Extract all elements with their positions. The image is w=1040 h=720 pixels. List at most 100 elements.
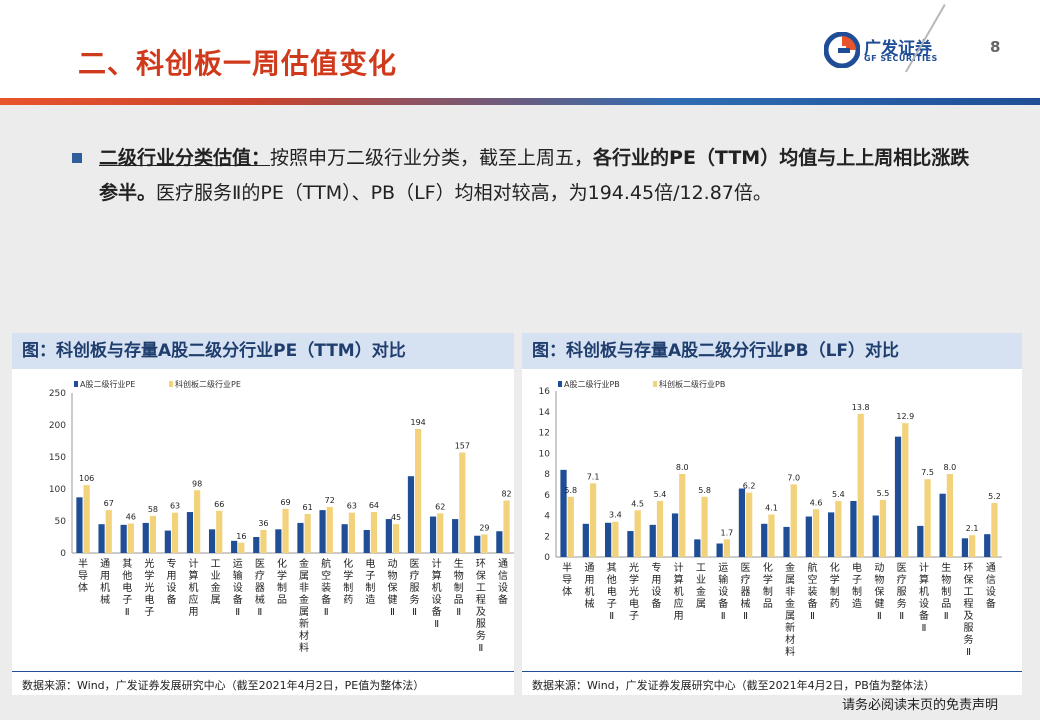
bar-s1-3 [634, 510, 641, 557]
bar-s1-13 [857, 413, 864, 557]
bar-s0-9 [275, 529, 282, 553]
x-tick-label-3: 光学光电子 [144, 557, 154, 618]
data-label-13: 64 [369, 501, 379, 510]
summary-lead: 二级行业分类估值： [99, 147, 271, 169]
data-label-11: 4.6 [810, 498, 823, 507]
x-tick-label-12: 化学制药 [830, 561, 840, 610]
y-tick-label-6: 12 [539, 429, 550, 439]
bar-s1-6 [701, 496, 708, 557]
y-tick-label-5: 250 [49, 389, 66, 399]
data-label-9: 69 [280, 498, 290, 507]
bar-s1-5 [679, 474, 686, 557]
bar-s1-12 [348, 512, 355, 553]
pe-chart-title: 图：科创板与存量A股二级分行业PE（TTM）对比 [12, 333, 514, 369]
x-tick-label-5: 计算机应用 [189, 557, 199, 618]
data-label-12: 63 [347, 502, 357, 511]
data-label-4: 5.4 [654, 490, 667, 499]
x-tick-label-16: 计算机设备 Ⅱ [919, 561, 929, 634]
data-label-8: 6.2 [743, 482, 756, 491]
bar-s1-19 [991, 503, 998, 557]
data-label-17: 8.0 [944, 463, 957, 472]
x-tick-label-8: 医疗器械 Ⅱ [741, 562, 751, 622]
x-tick-label-7: 运输设备 Ⅱ [233, 558, 243, 618]
data-label-15: 12.9 [896, 412, 914, 421]
data-label-16: 62 [435, 502, 445, 511]
data-label-15: 194 [411, 418, 426, 427]
bar-s0-11 [319, 510, 326, 553]
x-tick-label-15: 医疗服务 Ⅱ [897, 562, 907, 622]
bar-s0-13 [363, 529, 370, 553]
data-label-1: 7.1 [587, 472, 600, 481]
bar-s0-8 [738, 488, 746, 557]
x-tick-label-3: 光学光电子 [629, 561, 639, 622]
bar-s1-12 [835, 500, 842, 557]
x-tick-label-1: 通用机械 [584, 562, 594, 610]
data-label-5: 8.0 [676, 463, 689, 472]
pb-chart-panel: 图：科创板与存量A股二级分行业PB（LF）对比 A股二级行业PB 科创板二级行业P… [522, 333, 1022, 695]
x-tick-label-14: 动物保健 Ⅱ [874, 562, 884, 622]
bar-s1-7 [723, 539, 730, 557]
bar-s1-9 [768, 514, 775, 557]
y-tick-label-3: 6 [544, 491, 550, 501]
x-tick-label-13: 电子制造 [365, 557, 375, 606]
bar-s0-18 [961, 538, 969, 557]
bar-s0-0 [76, 497, 83, 553]
x-tick-label-13: 电子制造 [852, 561, 862, 610]
bar-s0-7 [231, 540, 238, 553]
bar-s1-1 [589, 483, 597, 557]
bar-s1-8 [260, 529, 267, 553]
bar-s1-18 [969, 535, 976, 557]
x-tick-label-0: 半导体 [78, 557, 88, 594]
x-tick-label-10: 金属非金属新材料 [299, 557, 309, 654]
bar-s0-14 [872, 515, 879, 557]
x-tick-label-0: 半导体 [562, 561, 572, 598]
y-tick-label-8: 16 [539, 387, 551, 397]
bar-s1-7 [238, 542, 245, 553]
chart-legend: A股二级行业PB 科创板二级行业PB [558, 379, 725, 389]
data-label-5: 98 [192, 479, 202, 488]
bar-s0-12 [341, 524, 348, 553]
pe-chart-source: 数据来源：Wind，广发证券发展研究中心（截至2021年4月2日，PE值为整体法… [22, 679, 425, 692]
disclaimer: 请务必阅读末页的免责声明 [842, 698, 999, 713]
legend-swatch-1 [653, 381, 657, 387]
x-tick-label-17: 生物制品 Ⅱ [941, 561, 951, 622]
data-label-3: 58 [148, 505, 158, 514]
bar-s1-15 [415, 428, 422, 553]
x-tick-label-6: 工业金属 [696, 563, 706, 610]
data-label-6: 66 [214, 500, 224, 509]
x-tick-label-18: 环保工程及服务 Ⅱ [964, 563, 974, 658]
x-tick-label-17: 生物制品 Ⅱ [454, 557, 464, 618]
data-label-16: 7.5 [921, 468, 934, 477]
data-label-7: 16 [236, 532, 246, 541]
legend-label-0: A股二级行业PB [564, 379, 620, 389]
data-label-0: 106 [79, 474, 94, 483]
x-tick-label-12: 化学制药 [343, 557, 353, 606]
x-tick-label-9: 化学制品 [277, 557, 287, 606]
data-label-0: 5.8 [564, 486, 577, 495]
bar-s0-1 [582, 523, 589, 557]
x-tick-label-11: 航空装备 Ⅱ [321, 557, 331, 618]
data-label-7: 1.7 [721, 528, 734, 537]
data-label-19: 5.2 [988, 492, 1001, 501]
bar-s0-5 [186, 512, 194, 553]
bar-s1-9 [282, 508, 289, 553]
y-tick-label-1: 2 [544, 532, 550, 542]
data-label-17: 157 [455, 442, 470, 451]
bar-s0-2 [120, 524, 127, 553]
pb-chart-source: 数据来源：Wind，广发证券发展研究中心（截至2021年4月2日，PB值为整体法… [532, 679, 935, 692]
legend-label-0: A股二级行业PE [80, 379, 135, 389]
bar-s0-18 [474, 535, 481, 553]
x-tick-label-7: 运输设备 Ⅱ [718, 562, 728, 622]
bar-s0-1 [98, 524, 105, 553]
x-tick-label-2: 其他电子 Ⅱ [122, 558, 132, 618]
legend-label-1: 科创板二级行业PE [175, 379, 241, 389]
bar-s0-6 [694, 539, 701, 557]
y-tick-label-5: 10 [539, 449, 551, 459]
data-label-18: 29 [479, 523, 489, 532]
pe-chart-panel: 图：科创板与存量A股二级分行业PE（TTM）对比 A股二级行业PE 科创板二级行业… [12, 333, 514, 695]
bar-s1-1 [105, 510, 112, 553]
x-tick-label-19: 通信设备 [498, 558, 508, 606]
data-label-13: 13.8 [852, 403, 870, 412]
y-tick-label-3: 150 [49, 453, 66, 463]
bar-s1-6 [216, 510, 223, 553]
